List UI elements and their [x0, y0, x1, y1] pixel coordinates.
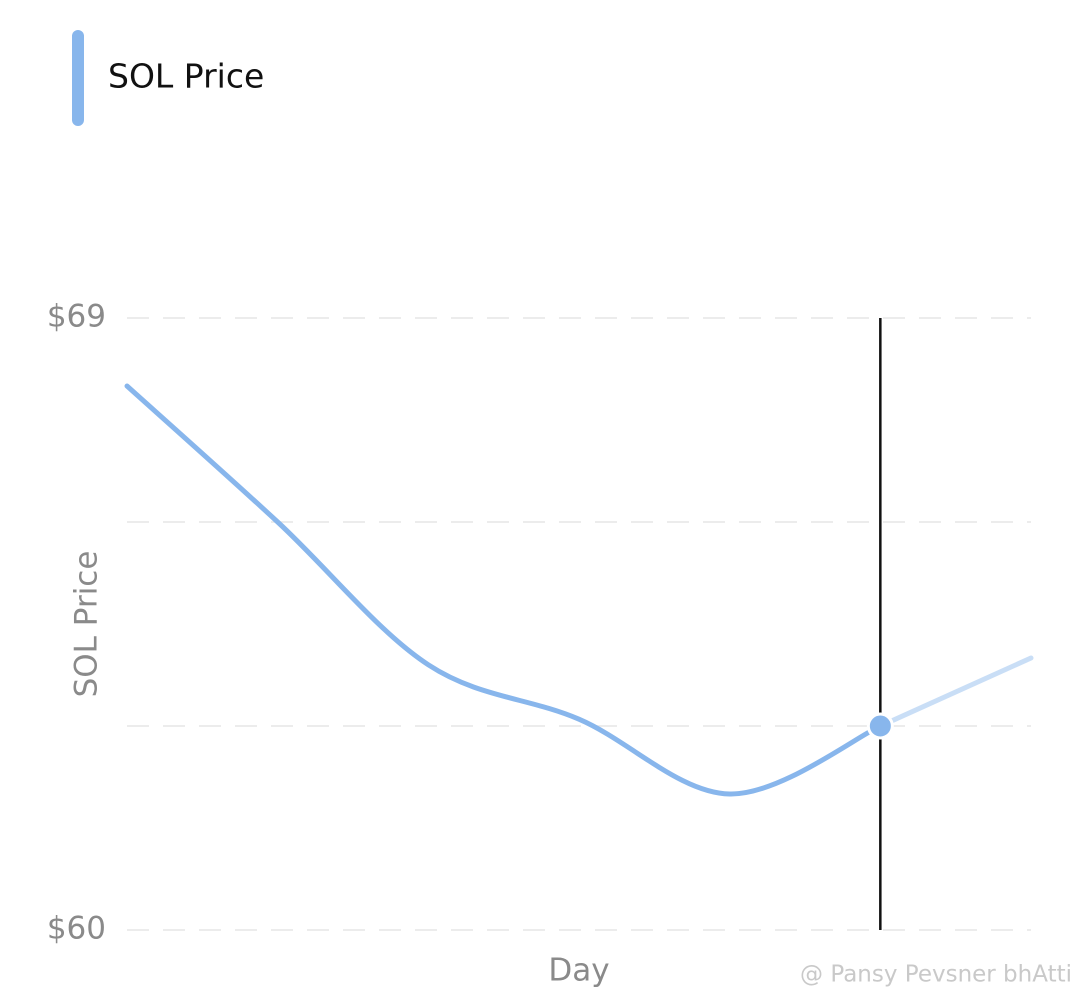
x-axis-label: Day: [548, 953, 609, 989]
highlight-point: [866, 712, 894, 740]
y-tick-label: $60: [47, 911, 106, 947]
series-line-after: [877, 655, 1034, 729]
series-line: [124, 383, 883, 797]
y-axis-label: SOL Price: [69, 551, 105, 698]
legend-label: SOL Price: [108, 57, 264, 96]
legend-swatch: [72, 30, 84, 126]
watermark: @ Pansy Pevsner bhAtti: [800, 962, 1072, 988]
y-tick-label: $69: [47, 299, 106, 335]
